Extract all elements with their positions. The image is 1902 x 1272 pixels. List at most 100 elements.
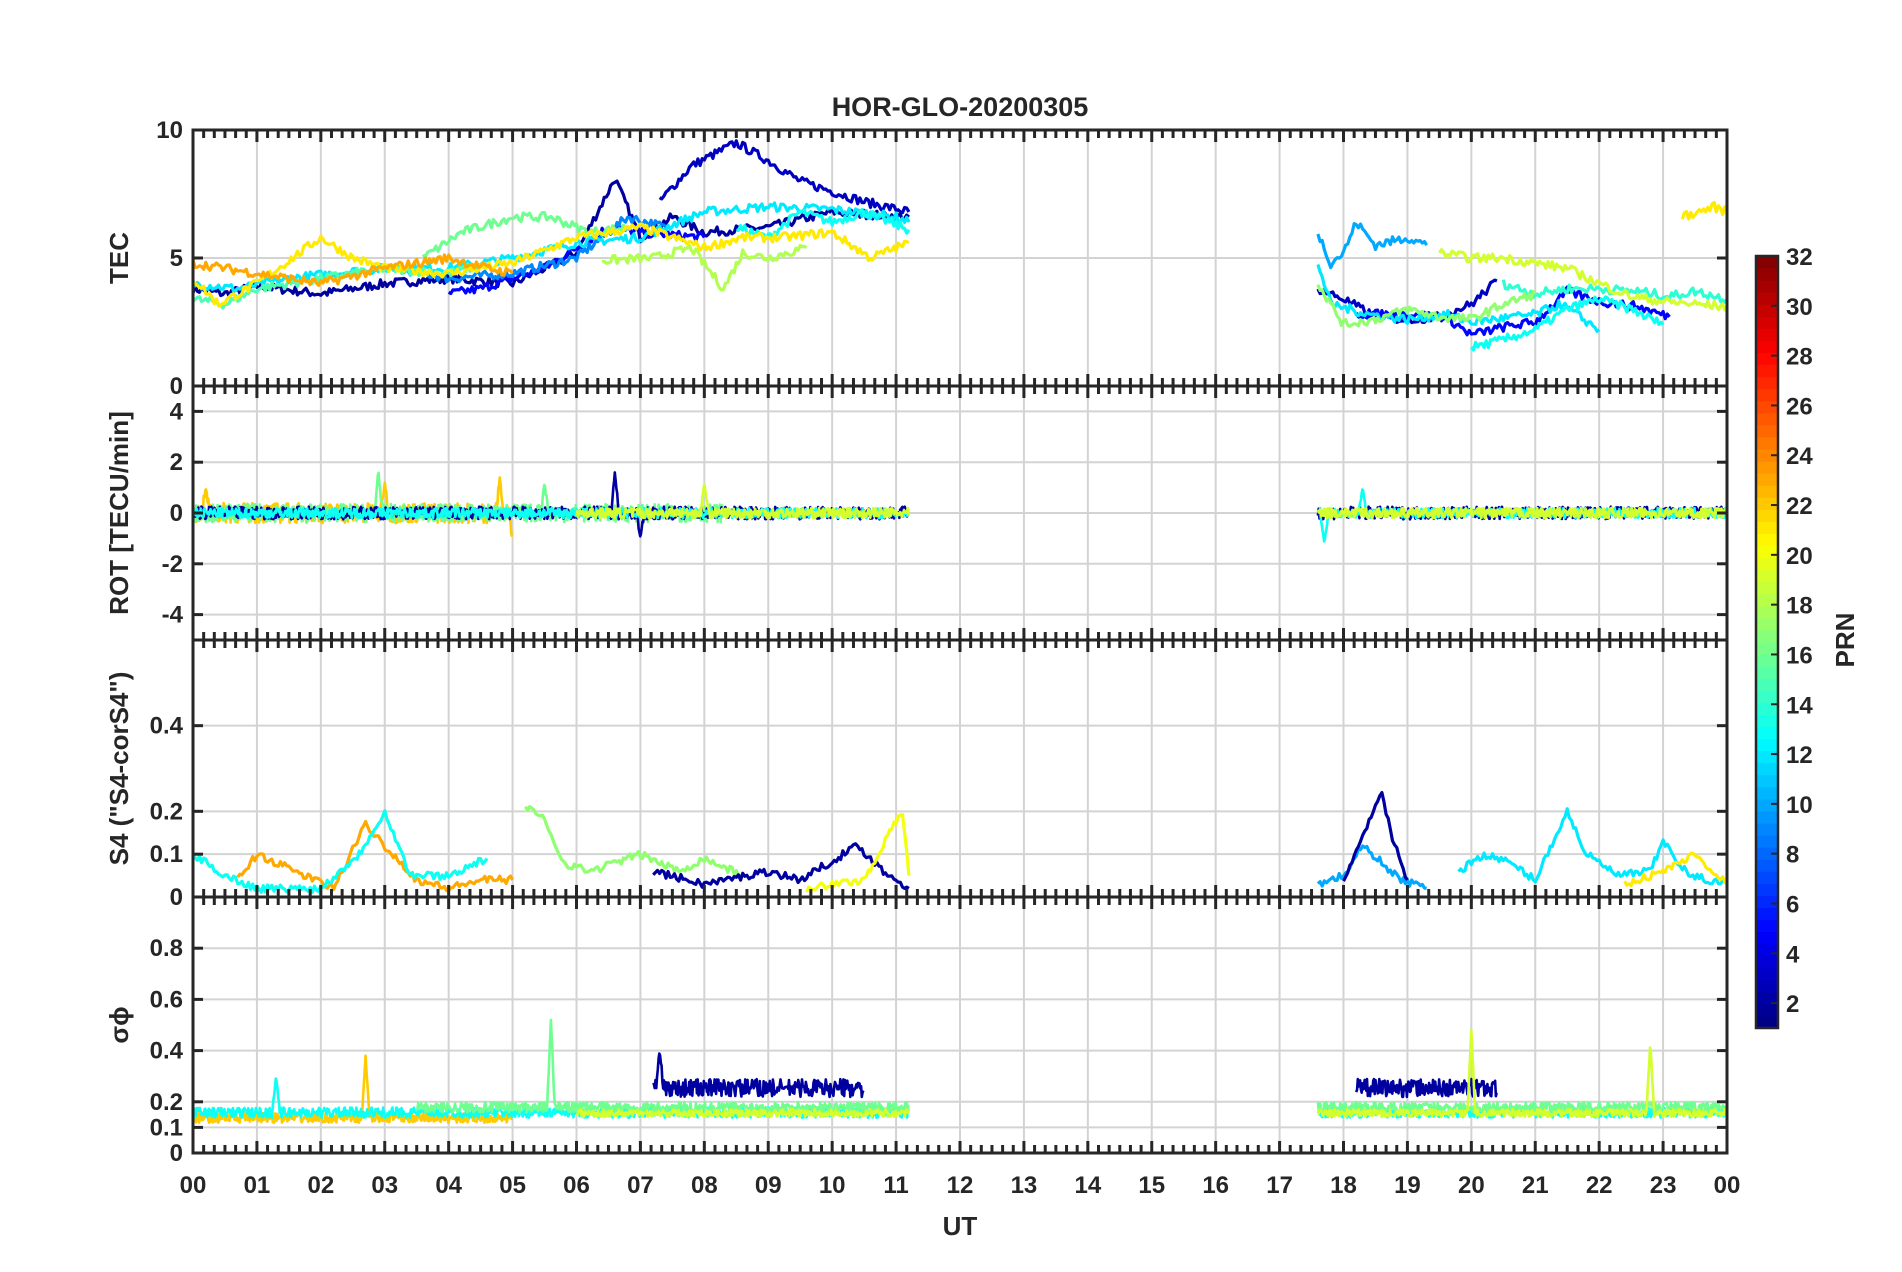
x-tick-label: 10 xyxy=(819,1172,846,1199)
x-tick-label: 03 xyxy=(371,1172,398,1199)
colorbar-tick-label: 6 xyxy=(1786,891,1799,918)
colorbar-segment xyxy=(1756,726,1778,740)
colorbar-segment xyxy=(1756,328,1778,342)
series-line-prn-2 xyxy=(193,471,910,538)
y-tick-label: 0 xyxy=(170,884,183,911)
colorbar-segment xyxy=(1756,376,1778,390)
x-tick-label: 18 xyxy=(1330,1172,1357,1199)
s4-y-axis-label: S4 ("S4-corS4") xyxy=(104,672,134,866)
colorbar-segment xyxy=(1756,268,1778,281)
colorbar-segment xyxy=(1756,617,1778,631)
colorbar-tick-label: 12 xyxy=(1786,742,1813,769)
colorbar-segment xyxy=(1756,1015,1778,1029)
colorbar-segment xyxy=(1756,666,1778,679)
colorbar-segment xyxy=(1756,400,1778,414)
x-tick-label: 08 xyxy=(691,1172,718,1199)
y-tick-label: 0.8 xyxy=(150,935,183,962)
chart-title: HOR-GLO-20200305 xyxy=(832,92,1089,122)
x-tick-label: 07 xyxy=(627,1172,654,1199)
x-tick-label: 16 xyxy=(1202,1172,1229,1199)
sigma-y-axis-label: σϕ xyxy=(104,1006,134,1043)
x-tick-label: 20 xyxy=(1458,1172,1485,1199)
y-tick-label: 0.2 xyxy=(150,1089,183,1116)
colorbar-tick-label: 4 xyxy=(1786,941,1800,968)
colorbar-segment xyxy=(1756,364,1778,378)
colorbar-segment xyxy=(1756,581,1778,595)
colorbar-label: PRN xyxy=(1830,613,1860,668)
colorbar-segment xyxy=(1756,412,1778,426)
y-tick-label: 0.4 xyxy=(150,713,184,740)
y-tick-label: 2 xyxy=(170,449,183,476)
colorbar-segment xyxy=(1756,786,1778,800)
colorbar-segment xyxy=(1756,714,1778,728)
y-tick-label: -2 xyxy=(162,551,183,578)
x-tick-label: 22 xyxy=(1586,1172,1613,1199)
colorbar-segment xyxy=(1756,810,1778,824)
colorbar-segment xyxy=(1756,883,1778,896)
y-tick-label: 5 xyxy=(170,245,183,272)
colorbar-segment xyxy=(1756,461,1778,474)
x-tick-label: 04 xyxy=(435,1172,462,1199)
series-line-prn-21 xyxy=(1623,851,1727,888)
colorbar-segment xyxy=(1756,521,1778,535)
colorbar-tick-label: 18 xyxy=(1786,593,1813,620)
series-line-prn-17 xyxy=(1316,284,1537,328)
colorbar-segment xyxy=(1756,762,1778,776)
series-line-prn-16 xyxy=(415,1018,910,1114)
colorbar-tick-label: 32 xyxy=(1786,244,1813,271)
colorbar-segment xyxy=(1756,449,1778,462)
y-tick-label: 0 xyxy=(170,1140,183,1167)
colorbar-segment xyxy=(1756,256,1778,269)
y-tick-label: -4 xyxy=(162,602,184,629)
colorbar-segment xyxy=(1756,642,1778,655)
series-line-prn-13 xyxy=(1470,295,1665,352)
series-line-prn-23 xyxy=(236,819,515,893)
colorbar-tick-label: 26 xyxy=(1786,393,1813,420)
x-tick-label: 11 xyxy=(883,1172,908,1199)
series-line-prn-20 xyxy=(805,812,911,893)
colorbar-tick-label: 16 xyxy=(1786,642,1813,669)
y-tick-label: 0 xyxy=(170,500,183,527)
y-tick-label: 4 xyxy=(170,398,184,425)
series-line-prn-17 xyxy=(524,804,744,878)
x-tick-label: 13 xyxy=(1011,1172,1038,1199)
series-line-prn-2 xyxy=(1342,790,1409,882)
colorbar-tick-label: 24 xyxy=(1786,443,1813,470)
x-tick-label: 14 xyxy=(1074,1172,1101,1199)
colorbar-segment xyxy=(1756,292,1778,305)
colorbar-tick-label: 28 xyxy=(1786,344,1813,371)
colorbar-segment xyxy=(1756,835,1778,848)
series-line-prn-13 xyxy=(193,809,489,894)
colorbar-segment xyxy=(1756,509,1778,522)
colorbar-segment xyxy=(1756,774,1778,788)
colorbar-segment xyxy=(1756,424,1778,438)
series-line-prn-10 xyxy=(1316,844,1427,890)
series-line-prn-16 xyxy=(1316,1101,1727,1114)
y-tick-label: 0.1 xyxy=(150,1114,183,1141)
colorbar-segment xyxy=(1756,690,1778,703)
colorbar-segment xyxy=(1756,678,1778,691)
colorbar-frame xyxy=(1754,254,1780,1030)
colorbar-segment xyxy=(1756,955,1778,969)
colorbar-segment xyxy=(1756,931,1778,945)
y-tick-label: 0.4 xyxy=(150,1038,184,1065)
colorbar-tick-label: 14 xyxy=(1786,692,1813,719)
colorbar-tick-label: 20 xyxy=(1786,543,1813,570)
colorbar-tick-label: 22 xyxy=(1786,493,1813,520)
series-line-prn-19 xyxy=(575,483,910,520)
series-line-prn-2 xyxy=(1355,1077,1498,1099)
colorbar-segment xyxy=(1756,545,1778,559)
x-tick-label: 05 xyxy=(499,1172,526,1199)
colorbar-segment xyxy=(1756,871,1778,884)
colorbar-segment xyxy=(1756,1003,1778,1017)
series-line-prn-21 xyxy=(1680,200,1727,221)
colorbar-tick-label: 10 xyxy=(1786,792,1813,819)
colorbar-segment xyxy=(1756,859,1778,872)
colorbar-tick-label: 30 xyxy=(1786,294,1813,321)
x-tick-label: 23 xyxy=(1650,1172,1677,1199)
x-tick-label: 15 xyxy=(1138,1172,1165,1199)
gridlines xyxy=(192,130,1728,1153)
x-tick-label: 01 xyxy=(244,1172,271,1199)
series-line-prn-19 xyxy=(1316,1028,1727,1119)
series-line-prn-21 xyxy=(193,222,910,308)
